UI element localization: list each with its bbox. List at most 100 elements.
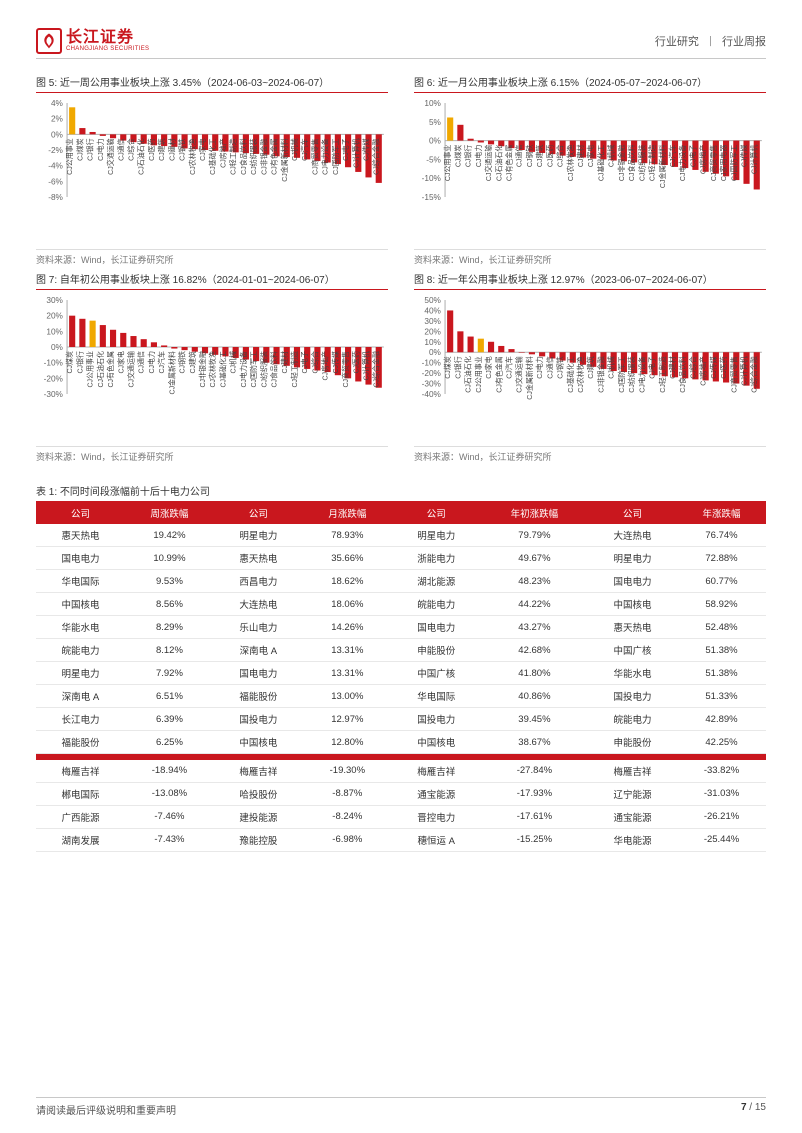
svg-text:30%: 30% bbox=[424, 317, 441, 326]
table-cell: 13.31% bbox=[303, 662, 392, 685]
table-cell: 华电能源 bbox=[588, 828, 677, 851]
svg-text:40%: 40% bbox=[424, 307, 441, 316]
svg-text:CJ交通运输: CJ交通运输 bbox=[484, 145, 493, 181]
table-cell: 中国核电 bbox=[588, 593, 677, 616]
table-cell: 40.86% bbox=[481, 685, 588, 708]
table-cell: 76.74% bbox=[677, 524, 766, 547]
svg-text:CJ房地产: CJ房地产 bbox=[218, 138, 227, 168]
svg-text:-5%: -5% bbox=[426, 156, 441, 165]
table-cell: -8.24% bbox=[303, 805, 392, 828]
table-body: 惠天热电19.42%明星电力78.93%明星电力79.79%大连热电76.74%… bbox=[36, 524, 766, 851]
table-row: 梅雁吉祥-18.94%梅雁吉祥-19.30%梅雁吉祥-27.84%梅雁吉祥-33… bbox=[36, 760, 766, 783]
header-breadcrumb: 行业研究 丨 行业周报 bbox=[655, 33, 766, 49]
svg-text:CJ商贸零售: CJ商贸零售 bbox=[709, 145, 718, 181]
svg-text:CJ综合金融: CJ综合金融 bbox=[372, 138, 381, 174]
svg-text:CJ商贸零售: CJ商贸零售 bbox=[310, 138, 319, 174]
svg-text:-40%: -40% bbox=[422, 390, 441, 399]
table-cell: 湖南发展 bbox=[36, 828, 125, 851]
svg-text:CJ电力: CJ电力 bbox=[147, 351, 156, 374]
table-cell: 51.38% bbox=[677, 662, 766, 685]
svg-text:CJ交通运输: CJ交通运输 bbox=[106, 138, 115, 174]
svg-text:CJ汽车: CJ汽车 bbox=[504, 356, 513, 379]
svg-text:CJ机械: CJ机械 bbox=[229, 351, 238, 374]
chart-6: 图 6: 近一月公用事业板块上涨 6.15%（2024-05-07~2024-0… bbox=[414, 77, 766, 266]
svg-text:CJ电力: CJ电力 bbox=[96, 138, 105, 161]
table-cell: -13.08% bbox=[125, 782, 214, 805]
table-cell: 建投能源 bbox=[214, 805, 303, 828]
svg-text:CJ纺织服装: CJ纺织服装 bbox=[637, 145, 646, 181]
table-cell: 52.48% bbox=[677, 616, 766, 639]
table-cell: 12.80% bbox=[303, 731, 392, 754]
table-col-header: 公司 bbox=[214, 502, 303, 524]
table-cell: 福能股份 bbox=[214, 685, 303, 708]
table-cell: 晋控电力 bbox=[392, 805, 481, 828]
table-cell: 51.33% bbox=[677, 685, 766, 708]
table-cell: 国投电力 bbox=[588, 685, 677, 708]
svg-text:CJ家电: CJ家电 bbox=[116, 351, 125, 374]
page-total: 15 bbox=[755, 1102, 766, 1113]
svg-text:CJ综合: CJ综合 bbox=[310, 351, 319, 374]
table-cell: 惠天热电 bbox=[36, 524, 125, 547]
table-cell: 44.22% bbox=[481, 593, 588, 616]
table-cell: 通宝能源 bbox=[392, 782, 481, 805]
header-subcategory: 行业周报 bbox=[722, 36, 766, 48]
table-cell: 42.25% bbox=[677, 731, 766, 754]
svg-text:CJ医药: CJ医药 bbox=[147, 138, 156, 161]
table-cell: 中国核电 bbox=[214, 731, 303, 754]
svg-text:CJ建材: CJ建材 bbox=[167, 138, 176, 161]
svg-text:CJ钢铁: CJ钢铁 bbox=[177, 351, 186, 374]
table-cell: 福能股份 bbox=[36, 731, 125, 754]
table-cell: 60.77% bbox=[677, 570, 766, 593]
svg-text:CJ农林牧渔: CJ农林牧渔 bbox=[566, 145, 575, 181]
svg-text:4%: 4% bbox=[51, 99, 63, 108]
table-cell: 国投电力 bbox=[214, 708, 303, 731]
svg-text:10%: 10% bbox=[46, 327, 63, 336]
table-cell: 浙能电力 bbox=[392, 547, 481, 570]
table-cell: -27.84% bbox=[481, 760, 588, 783]
svg-text:5%: 5% bbox=[429, 118, 441, 127]
table-cell: 国电电力 bbox=[214, 662, 303, 685]
svg-text:CJ煤炭: CJ煤炭 bbox=[75, 138, 84, 161]
svg-text:CJ国防军工: CJ国防军工 bbox=[617, 356, 626, 392]
svg-text:CJ国防军工: CJ国防军工 bbox=[729, 145, 738, 181]
svg-text:CJ轻工制造: CJ轻工制造 bbox=[229, 138, 238, 174]
table-cell: 豫能控股 bbox=[214, 828, 303, 851]
chart-title: 图 5: 近一周公用事业板块上涨 3.45%（2024-06-03~2024-0… bbox=[36, 78, 329, 89]
svg-text:CJ食品饮料: CJ食品饮料 bbox=[239, 138, 248, 174]
table-cell: -25.44% bbox=[677, 828, 766, 851]
svg-text:-10%: -10% bbox=[422, 359, 441, 368]
chart-title: 图 6: 近一月公用事业板块上涨 6.15%（2024-05-07~2024-0… bbox=[414, 78, 707, 89]
svg-text:CJ综合: CJ综合 bbox=[126, 138, 135, 161]
table-cell: 13.00% bbox=[303, 685, 392, 708]
svg-text:CJ煤炭: CJ煤炭 bbox=[443, 356, 452, 379]
table-col-header: 年初涨跌幅 bbox=[481, 502, 588, 524]
svg-text:CJ机械: CJ机械 bbox=[290, 138, 299, 161]
svg-text:CJ建材: CJ建材 bbox=[280, 351, 289, 374]
svg-text:10%: 10% bbox=[424, 338, 441, 347]
svg-text:CJ机械: CJ机械 bbox=[607, 356, 616, 379]
table-cell: 6.25% bbox=[125, 731, 214, 754]
table-cell: 38.67% bbox=[481, 731, 588, 754]
table-cell: 华能水电 bbox=[588, 662, 677, 685]
svg-text:CJ传媒: CJ传媒 bbox=[361, 138, 370, 161]
svg-text:30%: 30% bbox=[46, 296, 63, 305]
brand-logo: 长江证券 CHANGJIANG SECURITIES bbox=[36, 28, 149, 54]
table-cell: -7.46% bbox=[125, 805, 214, 828]
table-cell: 7.92% bbox=[125, 662, 214, 685]
chart-source: 资料来源：Wind，长江证券研究所 bbox=[36, 446, 388, 463]
svg-text:-2%: -2% bbox=[48, 146, 63, 155]
svg-text:CJ建筑: CJ建筑 bbox=[535, 145, 544, 168]
svg-text:CJ有色金属: CJ有色金属 bbox=[106, 351, 115, 387]
table-cell: -7.43% bbox=[125, 828, 214, 851]
svg-text:CJ传媒: CJ传媒 bbox=[331, 351, 340, 374]
svg-text:CJ钢铁: CJ钢铁 bbox=[177, 138, 186, 161]
table-cell: 梅雁吉祥 bbox=[36, 760, 125, 783]
table-row: 中国核电8.56%大连热电18.06%皖能电力44.22%中国核电58.92% bbox=[36, 593, 766, 616]
svg-text:CJ银行: CJ银行 bbox=[75, 351, 84, 374]
svg-text:CJ基础化工: CJ基础化工 bbox=[208, 138, 217, 174]
svg-text:CJ电力设备: CJ电力设备 bbox=[321, 138, 330, 174]
table-cell: -26.21% bbox=[677, 805, 766, 828]
svg-text:-10%: -10% bbox=[44, 359, 63, 368]
table-cell: 华电国际 bbox=[392, 685, 481, 708]
table-row: 国电电力10.99%惠天热电35.66%浙能电力49.67%明星电力72.88% bbox=[36, 547, 766, 570]
